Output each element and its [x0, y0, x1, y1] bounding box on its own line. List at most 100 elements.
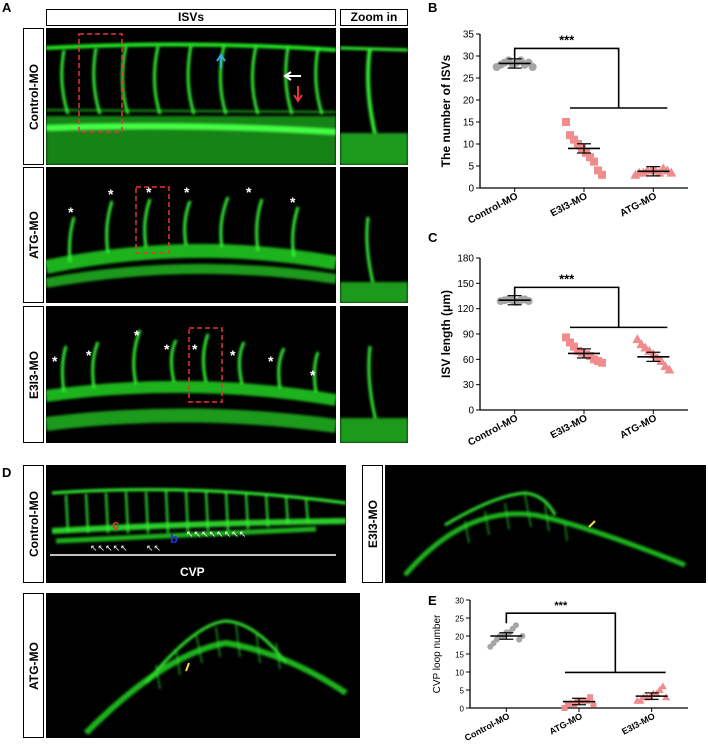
- svg-text:*: *: [290, 194, 296, 210]
- svg-text:*: *: [52, 353, 58, 369]
- d-label-atg: ATG-MO: [23, 593, 44, 738]
- data-point: [636, 696, 645, 704]
- panel-e-letter: E: [428, 593, 437, 608]
- y-tick-label: 150: [457, 279, 474, 290]
- significance-stars: ***: [554, 600, 568, 612]
- y-axis-label: ISV length (μm): [439, 290, 453, 378]
- svg-text:↖↖↖↖↖↖↖↖: ↖↖↖↖↖↖↖↖: [186, 529, 246, 539]
- y-tick-label: 0: [468, 406, 474, 417]
- isvs-header: ISVs: [46, 9, 336, 26]
- cvp-c-letter: c: [112, 517, 119, 532]
- y-tick-label: 120: [457, 304, 474, 315]
- data-point: [564, 701, 571, 708]
- data-point: [658, 682, 667, 690]
- data-point: [562, 118, 570, 126]
- svg-text:*: *: [134, 327, 140, 343]
- svg-text:*: *: [146, 184, 152, 200]
- y-tick-label: 25: [455, 615, 464, 624]
- data-point: [561, 705, 568, 711]
- x-tick-label: Control-MO: [466, 413, 520, 449]
- data-point: [598, 358, 606, 367]
- y-tick-label: 90: [463, 330, 475, 341]
- micrograph-cvp-atg: [46, 593, 360, 738]
- y-tick-label: 30: [463, 52, 475, 63]
- micrograph-cvp-e3i3: [385, 465, 706, 583]
- panel-a-letter: A: [2, 0, 12, 15]
- data-point: [586, 153, 594, 162]
- chart-b: 0 5 10 15 20 25 30 35 The number of ISVs Control-…: [439, 30, 688, 226]
- y-tick-label: 60: [463, 355, 475, 366]
- y-axis-label: The number of ISVs: [439, 54, 453, 167]
- panel-b-letter: B: [428, 0, 438, 15]
- y-tick-label: 15: [455, 651, 464, 660]
- svg-text:*: *: [86, 347, 92, 363]
- x-tick-label: E3I3-MO: [549, 191, 590, 220]
- micrograph-atg-zoom: [340, 167, 408, 303]
- micrograph-control-isvs: [46, 28, 336, 165]
- row-label-control: Control-MO: [23, 28, 44, 165]
- data-point: [587, 694, 594, 701]
- y-tick-label: 0: [468, 184, 474, 195]
- x-tick-label: ATG-MO: [618, 191, 659, 220]
- significance-stars: ***: [559, 32, 575, 47]
- d-label-control: Control-MO: [23, 465, 44, 583]
- data-point: [632, 334, 643, 344]
- x-tick-label: ATG-MO: [618, 413, 659, 442]
- cvp-b-letter: b: [170, 531, 178, 546]
- row-label-atg: ATG-MO: [23, 167, 44, 303]
- chart-e: 0 5 10 15 20 25 30 CVP loop number Control-MO ATG…: [432, 597, 688, 743]
- micrograph-e3i3-isvs: * * * * * * * *: [46, 306, 336, 443]
- significance-bracket: [513, 47, 620, 108]
- panel-c-letter: C: [428, 230, 438, 245]
- data-point: [666, 167, 677, 177]
- svg-text:*: *: [310, 367, 316, 383]
- svg-text:*: *: [230, 347, 236, 363]
- data-point: [570, 342, 578, 351]
- chart-c: 0 30 60 90 120 150 180 ISV length (μm) Control-M…: [439, 254, 688, 449]
- svg-text:↖↖↖↖↖: ↖↖↖↖↖: [90, 543, 128, 553]
- data-point: [570, 135, 578, 144]
- y-tick-label: 35: [463, 30, 475, 41]
- data-point: [566, 131, 574, 140]
- d-label-e3i3: E3I3-MO: [362, 465, 383, 583]
- y-tick-label: 10: [455, 669, 464, 678]
- y-tick-label: 15: [463, 118, 475, 129]
- data-point: [566, 338, 574, 347]
- y-tick-label: 30: [463, 380, 475, 391]
- micrograph-cvp-control: CVP c b ↖↖↖↖↖ ↖↖ ↖↖↖↖↖↖↖↖: [46, 465, 346, 583]
- svg-text:*: *: [164, 341, 170, 357]
- micrograph-e3i3-zoom: [340, 306, 408, 443]
- y-tick-label: 10: [463, 140, 475, 151]
- y-tick-label: 30: [455, 597, 464, 606]
- data-point: [598, 170, 606, 179]
- data-point: [590, 701, 597, 708]
- y-tick-label: 20: [455, 633, 464, 642]
- row-label-e3i3: E3I3-MO: [23, 306, 44, 443]
- y-tick-label: 20: [463, 96, 475, 107]
- svg-text:↖↖: ↖↖: [146, 543, 161, 553]
- svg-text:*: *: [68, 204, 74, 220]
- x-tick-label: Control-MO: [466, 191, 520, 226]
- x-tick-label: E3I3-MO: [620, 711, 656, 737]
- cvp-label: CVP: [180, 565, 205, 579]
- data-point: [664, 364, 675, 374]
- svg-text:*: *: [268, 353, 274, 369]
- y-tick-label: 5: [460, 687, 465, 696]
- significance-stars: ***: [559, 271, 575, 286]
- significance-bracket: [505, 612, 617, 673]
- data-point: [655, 686, 664, 693]
- data-point: [562, 333, 570, 342]
- x-tick-label: Control-MO: [463, 711, 511, 743]
- y-tick-label: 180: [457, 254, 474, 265]
- y-tick-label: 5: [468, 162, 474, 173]
- svg-text:*: *: [246, 184, 252, 200]
- y-tick-label: 0: [460, 705, 465, 714]
- x-tick-label: E3I3-MO: [549, 413, 590, 442]
- x-tick-label: ATG-MO: [548, 711, 584, 737]
- panel-d-letter: D: [2, 465, 12, 480]
- zoom-in-header: Zoom in: [340, 9, 408, 26]
- data-point: [590, 157, 598, 166]
- data-point: [568, 701, 574, 708]
- data-point: [512, 622, 519, 629]
- data-point: [524, 297, 533, 306]
